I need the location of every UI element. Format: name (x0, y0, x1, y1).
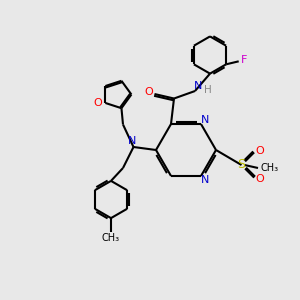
Text: S: S (238, 158, 245, 172)
Text: O: O (255, 174, 264, 184)
Text: O: O (145, 87, 154, 97)
Text: N: N (194, 81, 202, 91)
Text: N: N (128, 136, 136, 146)
Text: H: H (204, 85, 212, 94)
Text: N: N (200, 116, 209, 125)
Text: O: O (94, 98, 102, 108)
Text: CH₃: CH₃ (102, 232, 120, 243)
Text: O: O (255, 146, 264, 156)
Text: F: F (241, 56, 247, 65)
Text: N: N (200, 175, 209, 184)
Text: CH₃: CH₃ (260, 163, 278, 173)
